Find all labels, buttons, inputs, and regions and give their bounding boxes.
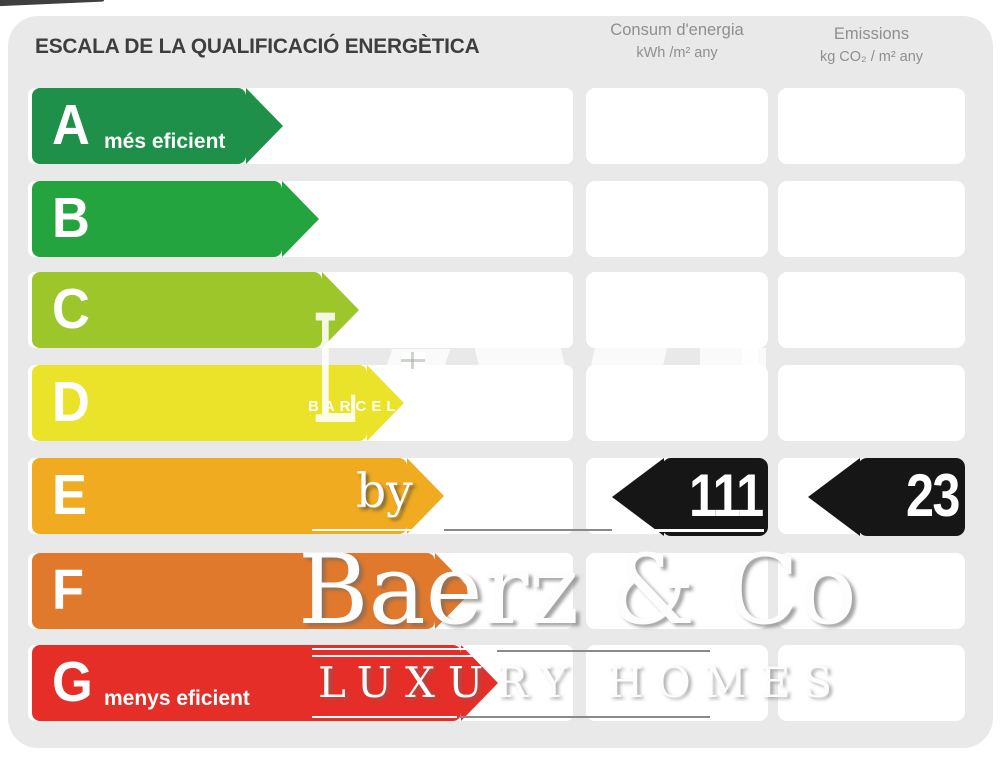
watermark-rule: [460, 716, 710, 718]
watermark-logo-shape: [742, 348, 758, 426]
watermark-rule: [497, 650, 710, 652]
rating-row-g: G menys eficient: [0, 645, 1000, 721]
rating-bar-e: E: [32, 458, 444, 534]
watermark-rule: [312, 716, 457, 718]
column-header-emissions: Emissions kg CO₂ / m² any: [778, 24, 965, 67]
rating-letter: F: [52, 558, 85, 622]
emissions-cell: [778, 645, 965, 721]
emissions-value-arrow: 23: [808, 458, 965, 536]
efficiency-label: més eficient: [104, 130, 226, 153]
watermark-rule: [312, 648, 490, 650]
rating-letter: G: [52, 650, 93, 714]
scan-edge-artifact: [0, 0, 105, 7]
rating-letter: D: [52, 370, 90, 434]
watermark-rule: [312, 655, 490, 657]
consum-cell: [586, 645, 768, 721]
watermark-house-window-icon: [401, 352, 425, 369]
emissions-cell: [778, 365, 965, 441]
rating-bar-g: G menys eficient: [32, 645, 498, 721]
watermark-rule: [618, 529, 764, 532]
rating-bar-a: A més eficient: [32, 88, 283, 164]
emissions-unit: kg CO₂ / m² any: [819, 49, 924, 65]
rating-row-c: C: [0, 272, 1000, 348]
consum-cell: [586, 181, 768, 257]
indicator-body: [662, 458, 768, 536]
rating-bar-c: C: [32, 272, 359, 348]
page-title: ESCALA DE LA QUALIFICACIÓ ENERGÈTICA: [35, 34, 480, 58]
emissions-cell: [778, 88, 965, 164]
emissions-value: 23: [906, 462, 960, 530]
emissions-cell: [778, 181, 965, 257]
rating-letter: C: [52, 277, 90, 341]
consum-cell: [586, 88, 768, 164]
rating-row-b: B: [0, 181, 1000, 257]
rating-bar-d: D: [32, 365, 404, 441]
watermark-rule: [444, 529, 612, 531]
consum-cell: [586, 553, 768, 629]
left-arrow-tip-icon: [612, 458, 664, 536]
consum-unit: kWh /m² any: [636, 45, 718, 61]
consum-value: 111: [688, 462, 764, 530]
rating-letter: B: [52, 186, 90, 250]
watermark-logo-shape: [474, 348, 568, 375]
rating-bar-f: F: [32, 553, 472, 629]
rating-row-d: D: [0, 365, 1000, 441]
indicator-body: [858, 458, 965, 536]
consum-cell: [586, 272, 768, 348]
watermark-rule: [312, 529, 442, 531]
rating-letter: A: [52, 93, 90, 157]
consum-value-arrow: 111: [612, 458, 768, 536]
emissions-title: Emissions: [833, 25, 910, 43]
rating-row-f: F: [0, 553, 1000, 629]
emissions-cell: [778, 272, 965, 348]
consum-cell: [586, 365, 768, 441]
rating-bar-b: B: [32, 181, 319, 257]
efficiency-label: menys eficient: [104, 687, 250, 710]
rating-row-a: A més eficient: [0, 88, 1000, 164]
column-header-consum: Consum d'energia kWh /m² any: [586, 20, 768, 63]
emissions-cell: [778, 553, 965, 629]
rating-letter: E: [52, 463, 87, 527]
left-arrow-tip-icon: [808, 458, 860, 536]
watermark-logo-shape: [589, 348, 667, 375]
consum-title: Consum d'energia: [610, 21, 744, 39]
